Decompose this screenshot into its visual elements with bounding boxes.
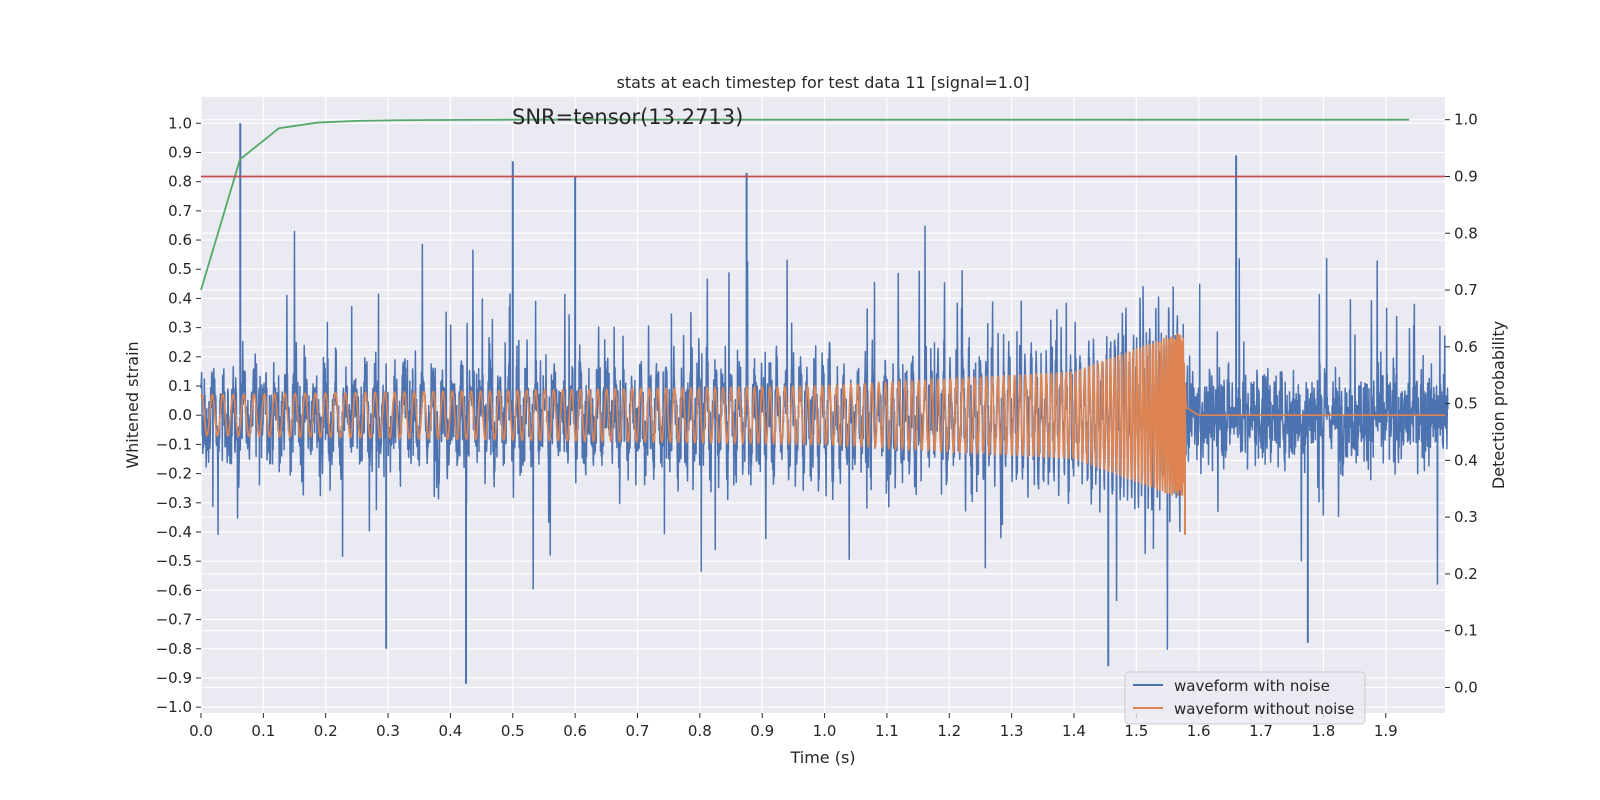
series-layer [200,118,1449,684]
y-tick-label-left: 0.5 [168,260,192,278]
x-tick-label: 0.2 [314,722,338,740]
y-tick-label-left: −0.5 [156,552,192,570]
y-tick-label-right: 0.2 [1454,565,1478,583]
y-tick-label-right: 1.0 [1454,111,1478,129]
x-tick-label: 1.5 [1124,722,1148,740]
x-tick-label: 1.2 [937,722,961,740]
x-tick-label: 0.5 [501,722,525,740]
y-tick-label-left: −0.8 [156,640,192,658]
y-tick-label-left: 0.7 [168,202,192,220]
y-tick-label-right: 0.7 [1454,281,1478,299]
y-tick-label-right: 0.9 [1454,167,1478,185]
y-tick-label-right: 0.8 [1454,224,1478,242]
series-peaks-waveform-with-noise [239,123,1309,684]
y-tick-label-left: −1.0 [156,698,192,716]
y-tick-label-left: −0.3 [156,494,192,512]
legend-label-noise: waveform with noise [1174,677,1330,695]
x-tick-label: 0.1 [251,722,275,740]
y-tick-label-left: 0.3 [168,319,192,337]
y-tick-label-right: 0.1 [1454,622,1478,640]
y-tick-label-right: 0.0 [1454,678,1478,696]
y-tick-label-left: −0.6 [156,581,192,599]
chart-title: stats at each timestep for test data 11 … [617,73,1030,92]
x-tick-label: 1.8 [1311,722,1335,740]
y-tick-label-right: 0.6 [1454,338,1478,356]
x-axis-label: Time (s) [789,748,855,767]
y-tick-label-left: −0.2 [156,465,192,483]
x-tick-label: 1.6 [1187,722,1211,740]
x-tick-label: 0.9 [750,722,774,740]
legend-label-clean: waveform without noise [1174,700,1354,718]
y-tick-label-left: 0.6 [168,231,192,249]
x-tick-label: 1.9 [1374,722,1398,740]
y-axis-left-label: Whitened strain [123,341,142,468]
y-axis-right: 0.0 0.1 0.2 0.3 0.4 0.5 0.6 0.7 0.8 0.9 1.0 [1445,111,1478,696]
y-axis-right-label: Detection probability [1489,321,1508,489]
x-tick-label: 1.4 [1062,722,1086,740]
x-tick-label: 0.6 [563,722,587,740]
y-tick-label-left: 0.8 [168,173,192,191]
y-axis-left: −1.0 −0.9 −0.8 −0.7 −0.6 −0.5 −0.4 −0.3 −0.2 −0.1… [156,114,201,716]
y-tick-label-right: 0.4 [1454,451,1478,469]
y-tick-label-left: −0.9 [156,669,192,687]
x-tick-label: 1.7 [1249,722,1273,740]
series-line-waveform-without-noise [200,333,1445,497]
y-tick-label-left: −0.1 [156,435,192,453]
y-tick-label-left: −0.7 [156,611,192,629]
y-tick-label-left: 1.0 [168,114,192,132]
x-axis: 0.0 0.1 0.2 0.3 0.4 0.5 0.6 0.7 0.8 0.9 1.0 1.1 1.2 1… [189,713,1398,740]
x-tick-label: 1.1 [875,722,899,740]
series-line-detection-probability [200,118,1410,291]
y-tick-label-left: 0.1 [168,377,192,395]
y-tick-label-left: 0.2 [168,348,192,366]
y-tick-label-left: −0.4 [156,523,192,541]
legend: waveform with noise waveform without noi… [1124,671,1366,725]
x-tick-label: 0.4 [438,722,462,740]
x-tick-label: 1.0 [813,722,837,740]
y-tick-label-left: 0.9 [168,143,192,161]
x-tick-label: 1.3 [1000,722,1024,740]
snr-annotation: SNR=tensor(13.2713) [512,105,743,129]
y-tick-label-right: 0.3 [1454,508,1478,526]
x-tick-label: 0.8 [688,722,712,740]
x-tick-label: 0.3 [376,722,400,740]
y-tick-label-left: 0.4 [168,289,192,307]
y-tick-label-right: 0.5 [1454,395,1478,413]
y-tick-label-left: 0.0 [168,406,192,424]
x-tick-label: 0.7 [626,722,650,740]
x-tick-label: 0.0 [189,722,213,740]
legend-box [1124,671,1366,725]
